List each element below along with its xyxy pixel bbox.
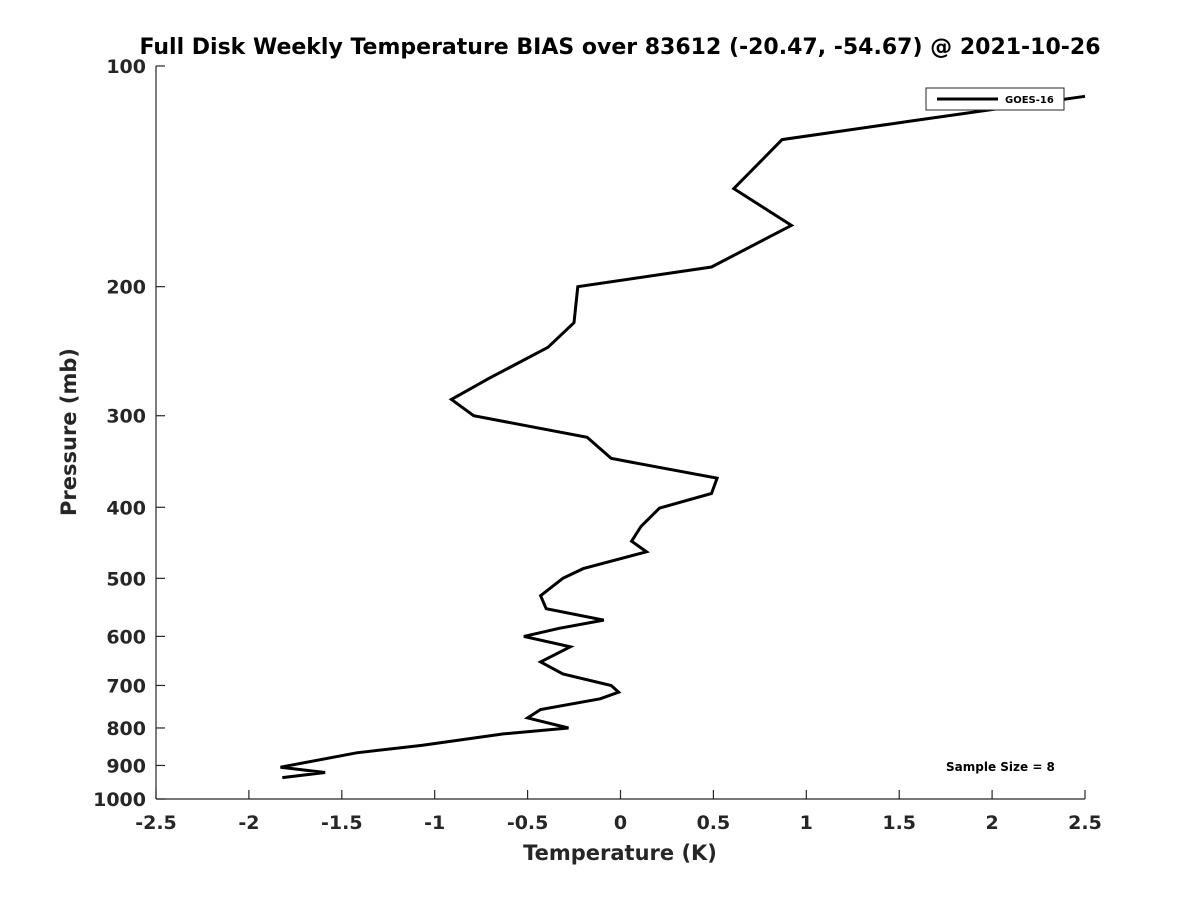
x-tick-label: 1	[800, 812, 813, 834]
y-tick-label: 300	[106, 406, 146, 428]
y-tick-label: 100	[106, 56, 146, 78]
x-tick-label: -1	[424, 812, 445, 834]
x-axis-ticks: -2.5 -2 -1.5 -1 -0.5 0 0.5 1 1.5 2 2.5	[135, 790, 1102, 834]
y-axis-ticks: 100 200 300 400 500 600 700 800 900 1000	[93, 56, 165, 811]
series-layer	[280, 94, 1086, 780]
y-axis-label: Pressure (mb)	[57, 348, 81, 516]
x-tick-label: 2.5	[1068, 812, 1102, 834]
x-tick-label: 1.5	[882, 812, 916, 834]
x-tick-label: 0.5	[697, 812, 731, 834]
x-axis-label: Temperature (K)	[523, 841, 717, 865]
chart-title: Full Disk Weekly Temperature BIAS over 8…	[139, 35, 1100, 60]
x-tick-label: 0	[614, 812, 627, 834]
series-line-goes-16	[280, 94, 1086, 780]
x-tick-label: -2.5	[135, 812, 177, 834]
y-tick-label: 800	[106, 718, 146, 740]
x-tick-label: -2	[238, 812, 259, 834]
plot-area	[156, 66, 1085, 799]
x-tick-label: -0.5	[507, 812, 549, 834]
y-tick-label: 200	[106, 277, 146, 299]
legend-entry-goes-16: GOES-16	[1005, 95, 1054, 106]
sample-size-annotation: Sample Size = 8	[946, 760, 1055, 774]
y-tick-label: 900	[106, 755, 146, 777]
legend: GOES-16	[925, 87, 1065, 111]
x-tick-label: -1.5	[321, 812, 363, 834]
y-tick-label: 500	[106, 568, 146, 590]
y-tick-label: 600	[106, 626, 146, 648]
x-tick-label: 2	[985, 812, 998, 834]
y-tick-label: 400	[106, 497, 146, 519]
y-tick-label: 700	[106, 675, 146, 697]
y-tick-label: 1000	[93, 789, 146, 811]
